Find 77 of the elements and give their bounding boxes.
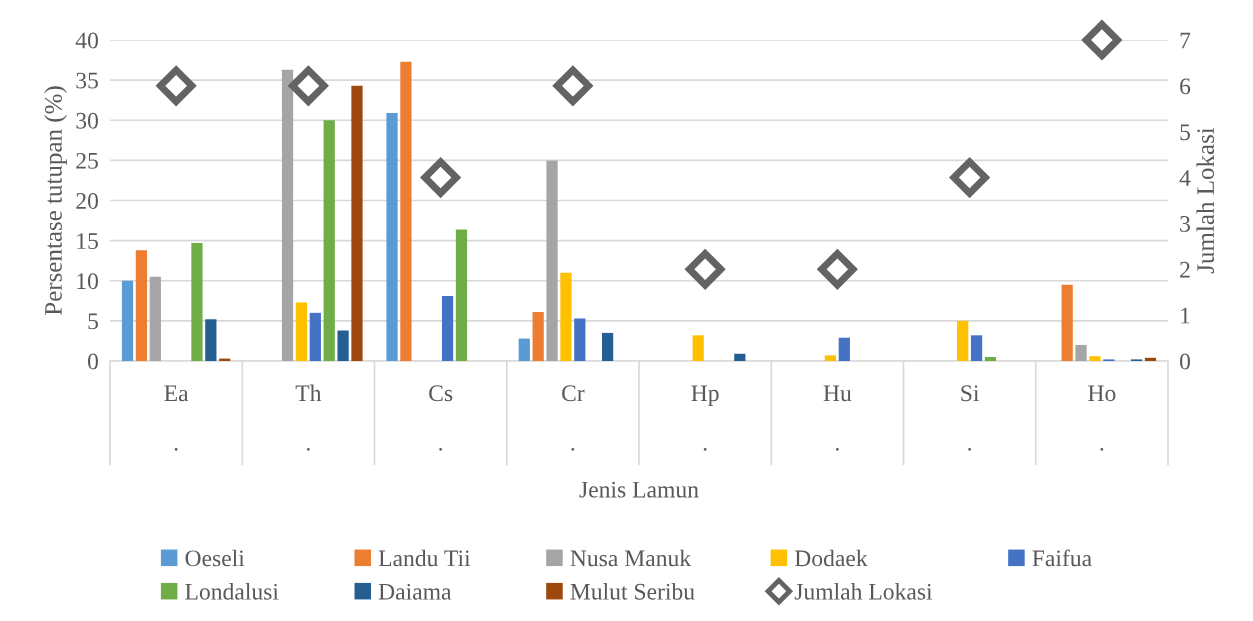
category-label: Cs .	[429, 385, 453, 451]
y2-tick-label: 4	[1179, 170, 1191, 186]
y2-tick-label: 2	[1180, 261, 1190, 278]
legend-label: Nusa Manuk	[570, 549, 692, 567]
x-axis-title: Jenis Lamun	[579, 481, 699, 498]
y-tick-label: 5	[88, 313, 98, 330]
bar	[323, 120, 335, 361]
y-tick-label: 10	[77, 273, 98, 290]
y2-tick-label: 6	[1180, 78, 1191, 95]
legend-label: Faifua	[1032, 549, 1092, 567]
y2-tick-label: 3	[1180, 215, 1190, 232]
y2-tick-label: 5	[1180, 124, 1190, 141]
category-label: Hu .	[823, 385, 852, 451]
bar	[692, 335, 704, 361]
legend-label: Jumlah Lokasi	[794, 583, 933, 600]
category-label: Si .	[961, 385, 980, 451]
bar	[532, 312, 544, 361]
category-label: Hp .	[691, 385, 719, 451]
point	[156, 66, 196, 106]
y-tick-label: 15	[77, 233, 98, 250]
bar	[957, 320, 969, 361]
bar	[1075, 344, 1087, 361]
bar	[734, 353, 746, 361]
point	[818, 250, 857, 289]
category-label: Th .	[295, 384, 322, 451]
bar	[191, 243, 203, 361]
bar	[205, 319, 217, 361]
y2-tick-label: 1	[1181, 307, 1190, 324]
y2-axis-title: Jumlah Lokasi	[1196, 127, 1215, 274]
y-tick-label: 25	[76, 152, 98, 169]
y2-tick-label: 7	[1180, 32, 1191, 49]
point	[553, 66, 593, 106]
bar	[984, 356, 997, 361]
bar	[309, 312, 321, 361]
bar	[824, 355, 837, 361]
point	[685, 250, 725, 289]
bar	[400, 61, 412, 361]
y-tick-label: 0	[87, 353, 98, 370]
bar	[838, 337, 850, 361]
y-tick-label: 30	[76, 112, 98, 129]
bar	[574, 318, 586, 361]
bar	[337, 330, 349, 361]
legend-label: Londalusi	[185, 583, 279, 600]
point	[950, 158, 989, 197]
bar	[1144, 357, 1157, 361]
bar	[351, 85, 363, 361]
y-tick-label: 35	[76, 72, 98, 89]
y-tick-label: 20	[76, 192, 98, 209]
bar	[295, 302, 308, 361]
bar	[455, 229, 468, 361]
category-label: Cr .	[562, 385, 585, 451]
legend-label: Daiama	[378, 583, 452, 600]
legend-label: Dodaek	[794, 549, 868, 567]
bar	[546, 160, 558, 361]
y2-tick-label: 0	[1180, 353, 1191, 370]
legend-label: Mulut Seribu	[570, 583, 695, 600]
bar	[1089, 356, 1101, 361]
bar	[518, 338, 530, 361]
bar	[386, 113, 398, 361]
point	[421, 158, 460, 197]
legend-label: Oeseli	[185, 549, 245, 567]
bar	[560, 272, 572, 361]
bar	[601, 332, 614, 361]
bar	[121, 280, 134, 361]
y-axis-title: Persentase tutupan (%)	[44, 86, 67, 316]
legend-label: Landu Tii	[378, 549, 471, 567]
bar	[281, 69, 294, 361]
bar	[135, 250, 148, 361]
bar	[149, 276, 161, 361]
category-label: Ea .	[164, 385, 189, 451]
bar	[970, 335, 983, 361]
point	[289, 66, 328, 106]
bar	[441, 296, 454, 361]
point	[1082, 20, 1122, 60]
bar	[1061, 284, 1073, 361]
y-tick-label: 40	[75, 32, 98, 49]
category-label: Ho .	[1088, 385, 1116, 451]
